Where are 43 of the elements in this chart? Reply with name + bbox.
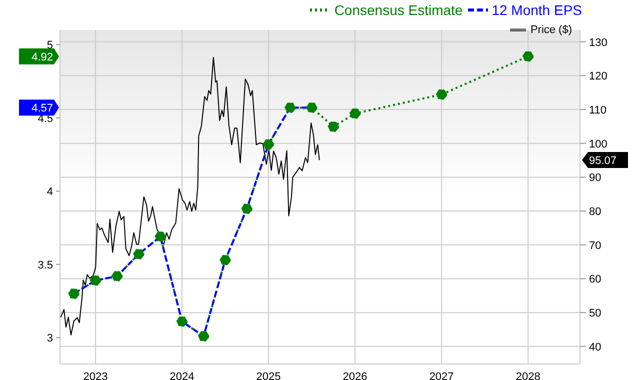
y-tick-label: 4.92 xyxy=(32,51,53,64)
y2-tick-label: 110 xyxy=(589,104,607,117)
point xyxy=(68,288,80,300)
x-tick-label: 2026 xyxy=(342,370,368,380)
y2-tick-label: 50 xyxy=(589,308,602,320)
point xyxy=(154,231,166,242)
x-tick-label: 2027 xyxy=(429,370,454,380)
point xyxy=(198,330,210,342)
y-tick-label: 5 xyxy=(46,40,53,52)
legend-label: 12 Month EPS xyxy=(492,2,582,18)
y2-tick-label: 40 xyxy=(589,341,602,354)
point xyxy=(284,102,296,114)
point xyxy=(436,88,448,100)
y2-tick-label: 60 xyxy=(589,274,602,286)
line-series xyxy=(60,56,320,336)
y2-tick-label: 95.07 xyxy=(589,155,617,168)
point xyxy=(90,275,101,286)
y2-tick-label: 120 xyxy=(589,70,608,83)
point xyxy=(176,316,188,328)
y2-tick-label: 90 xyxy=(589,172,602,184)
point xyxy=(350,108,361,119)
point xyxy=(133,248,144,260)
x-tick-label: 2023 xyxy=(83,370,108,380)
y-tick-label: 3.5 xyxy=(38,259,53,272)
y2-tick-label: 100 xyxy=(589,138,608,150)
y2-tick-label: 130 xyxy=(589,36,608,49)
y-tick-label: 4 xyxy=(46,186,53,198)
point xyxy=(306,102,318,114)
point xyxy=(241,203,252,214)
x-tick-label: 2025 xyxy=(256,370,281,380)
point xyxy=(328,121,339,132)
y2-tick-label: 70 xyxy=(589,240,602,252)
point xyxy=(263,138,274,150)
y-tick-label: 3 xyxy=(46,332,53,345)
legend-label: Price ($) xyxy=(530,24,572,36)
y-tick-label: 4.57 xyxy=(32,102,53,115)
y2-tick-label: 80 xyxy=(589,206,602,218)
point xyxy=(220,254,231,266)
legend-label: Consensus Estimate xyxy=(334,2,463,18)
x-tick-label: 2028 xyxy=(516,370,540,380)
point xyxy=(112,270,123,282)
x-tick-label: 2024 xyxy=(170,370,194,380)
point xyxy=(522,50,534,62)
